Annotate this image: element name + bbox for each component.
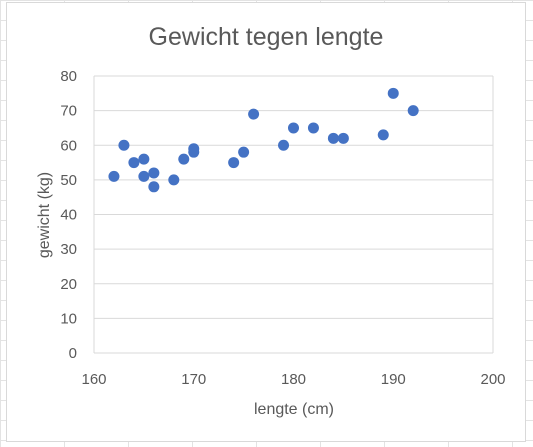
- y-tick-label: 0: [69, 345, 77, 362]
- data-point: [228, 157, 240, 169]
- data-point: [178, 153, 190, 165]
- data-point: [307, 122, 319, 134]
- data-point: [138, 170, 150, 182]
- data-point: [288, 122, 299, 134]
- data-point: [128, 157, 140, 169]
- x-tick-label: 160: [81, 371, 106, 388]
- data-point: [188, 146, 200, 158]
- chart-title: Gewicht tegen lengte: [149, 23, 384, 51]
- data-point: [387, 87, 399, 99]
- y-tick-label: 40: [60, 207, 77, 224]
- y-tick-label: 50: [60, 172, 77, 189]
- x-tick-label: 180: [281, 371, 306, 388]
- y-tick-label: 10: [60, 310, 77, 327]
- chart-area[interactable]: [6, 2, 526, 442]
- data-point: [278, 139, 290, 151]
- data-points: [108, 87, 419, 193]
- x-axis-title: lengte (cm): [254, 401, 334, 418]
- gridlines: [93, 75, 494, 354]
- x-axis-ticks: 160 170 180 190 200: [81, 371, 505, 388]
- data-point: [108, 170, 120, 182]
- data-point: [377, 129, 389, 141]
- y-axis-title: gewicht (kg): [36, 172, 53, 258]
- x-tick-label: 190: [381, 371, 406, 388]
- data-point: [337, 132, 349, 144]
- x-tick-label: 170: [181, 371, 206, 388]
- data-point: [168, 174, 180, 186]
- x-tick-label: 200: [480, 371, 505, 388]
- data-point: [248, 108, 260, 120]
- data-point: [148, 181, 160, 193]
- data-point: [138, 153, 150, 165]
- y-tick-label: 20: [60, 276, 77, 293]
- y-tick-label: 80: [60, 68, 77, 85]
- data-point: [407, 105, 419, 117]
- data-point: [148, 167, 160, 179]
- y-tick-label: 60: [60, 137, 77, 154]
- data-point: [238, 146, 250, 158]
- data-point: [327, 132, 339, 144]
- y-axis-ticks: 0 10 20 30 40 50 60 70 80: [60, 68, 77, 362]
- y-tick-label: 70: [60, 103, 77, 120]
- data-point: [118, 139, 130, 151]
- y-tick-label: 30: [60, 241, 77, 258]
